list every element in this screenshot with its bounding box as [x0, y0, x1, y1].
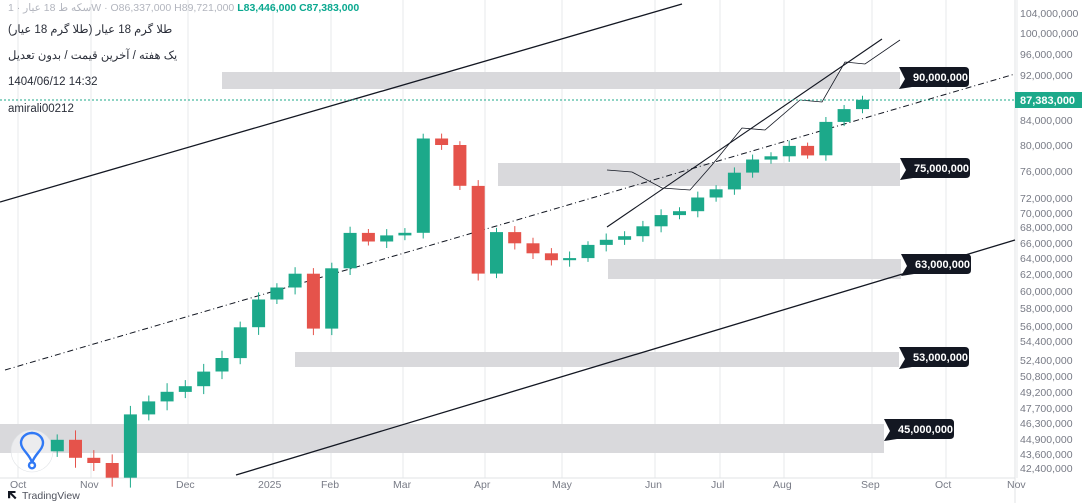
svg-text:Apr: Apr	[474, 479, 491, 491]
svg-text:2025: 2025	[258, 479, 282, 491]
svg-text:47,700,000: 47,700,000	[1020, 403, 1073, 415]
svg-text:87,383,000: 87,383,000	[1020, 95, 1075, 107]
svg-text:Nov: Nov	[80, 479, 99, 491]
svg-text:49,200,000: 49,200,000	[1020, 387, 1073, 399]
svg-text:May: May	[552, 479, 573, 491]
svg-text:TradingView: TradingView	[22, 490, 80, 502]
svg-text:Sep: Sep	[861, 479, 880, 491]
svg-text:72,000,000: 72,000,000	[1020, 193, 1073, 205]
svg-text:96,000,000: 96,000,000	[1020, 49, 1073, 61]
svg-text:53,000,000: 53,000,000	[913, 352, 968, 364]
svg-text:45,000,000: 45,000,000	[898, 424, 953, 436]
svg-text:Dec: Dec	[176, 479, 195, 491]
svg-text:75,000,000: 75,000,000	[914, 163, 969, 175]
svg-text:Feb: Feb	[321, 479, 339, 491]
svg-text:100,000,000: 100,000,000	[1020, 28, 1079, 40]
svg-text:80,000,000: 80,000,000	[1020, 140, 1073, 152]
svg-text:Jun: Jun	[645, 479, 662, 491]
svg-text:66,000,000: 66,000,000	[1020, 238, 1073, 250]
svg-text:58,000,000: 58,000,000	[1020, 303, 1073, 315]
svg-text:42,400,000: 42,400,000	[1020, 463, 1073, 475]
svg-text:43,600,000: 43,600,000	[1020, 449, 1073, 461]
svg-text:44,900,000: 44,900,000	[1020, 434, 1073, 446]
svg-text:64,000,000: 64,000,000	[1020, 253, 1073, 265]
svg-text:Nov: Nov	[1007, 479, 1026, 491]
svg-text:68,000,000: 68,000,000	[1020, 222, 1073, 234]
svg-text:Oct: Oct	[935, 479, 951, 491]
svg-text:50,800,000: 50,800,000	[1020, 371, 1073, 383]
svg-text:54,400,000: 54,400,000	[1020, 336, 1073, 348]
svg-text:70,000,000: 70,000,000	[1020, 208, 1073, 220]
svg-text:Aug: Aug	[773, 479, 792, 491]
svg-text:90,000,000: 90,000,000	[913, 72, 968, 84]
svg-text:92,000,000: 92,000,000	[1020, 70, 1073, 82]
svg-text:84,000,000: 84,000,000	[1020, 115, 1073, 127]
svg-text:63,000,000: 63,000,000	[915, 259, 970, 271]
svg-text:60,000,000: 60,000,000	[1020, 286, 1073, 298]
svg-text:Jul: Jul	[711, 479, 724, 491]
svg-text:62,000,000: 62,000,000	[1020, 269, 1073, 281]
svg-text:52,400,000: 52,400,000	[1020, 355, 1073, 367]
svg-text:56,000,000: 56,000,000	[1020, 321, 1073, 333]
svg-text:Mar: Mar	[393, 479, 412, 491]
svg-text:104,000,000: 104,000,000	[1020, 8, 1079, 20]
svg-text:46,300,000: 46,300,000	[1020, 418, 1073, 430]
svg-text:76,000,000: 76,000,000	[1020, 166, 1073, 178]
